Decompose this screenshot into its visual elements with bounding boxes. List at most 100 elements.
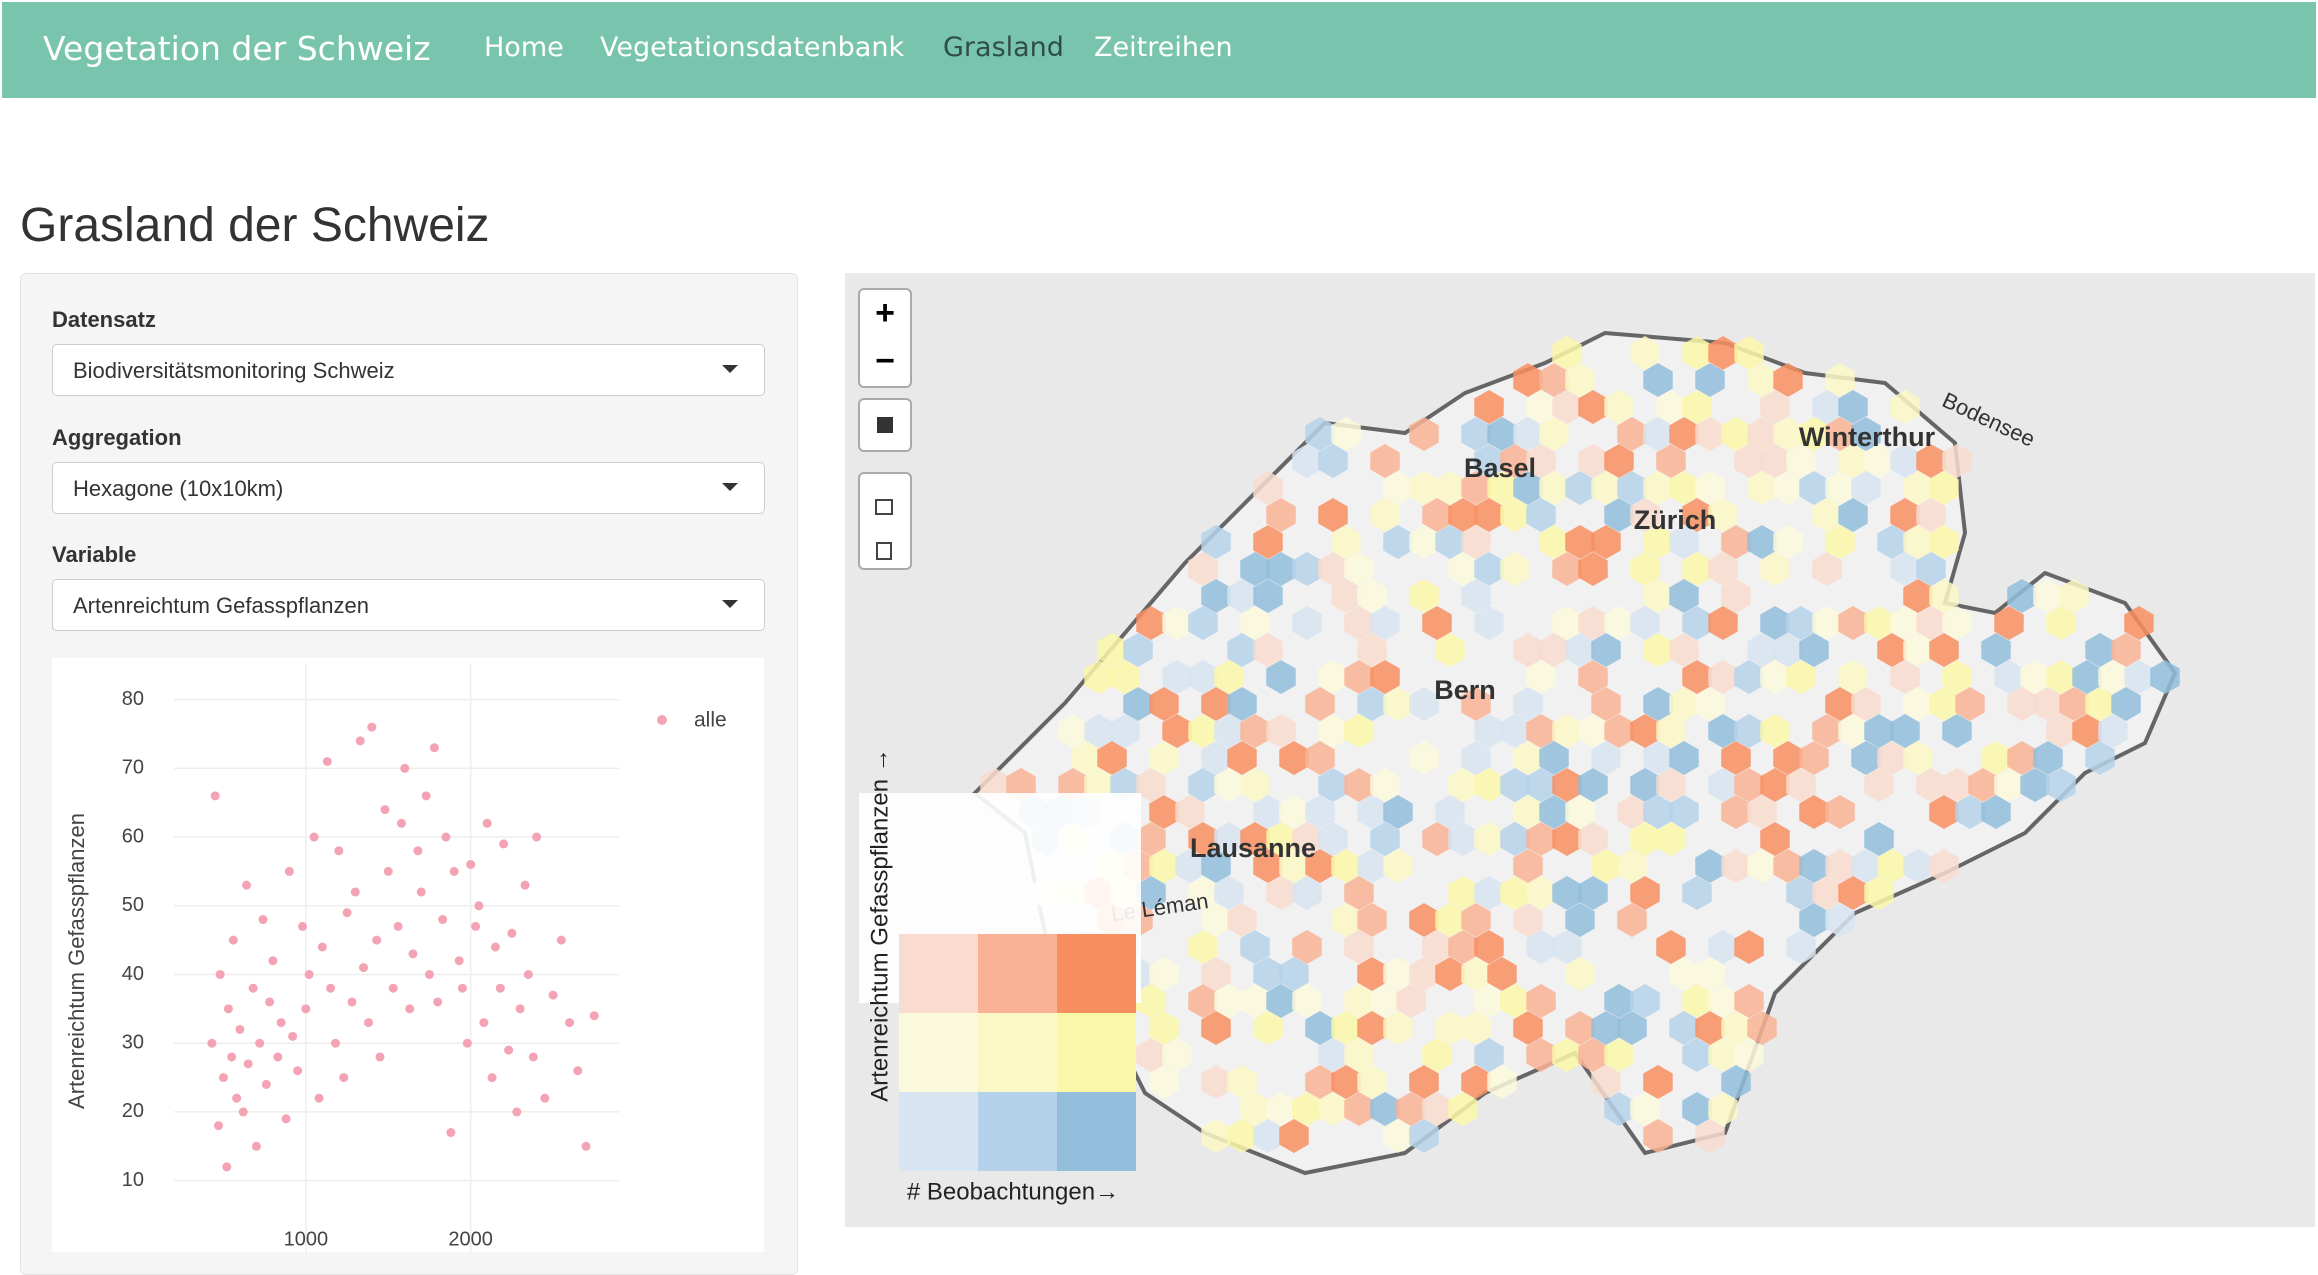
hexagon [1682,498,1712,532]
hexagon [1201,579,1231,613]
hexagon [1851,687,1881,721]
hexagon [1370,1092,1400,1126]
nav-link[interactable]: Grasland [943,32,1064,63]
point [301,1004,311,1014]
hexagon [1747,795,1777,829]
hexagon [1864,714,1894,748]
hexagon [1435,795,1465,829]
hexagon [1682,984,1712,1018]
hexagon [1955,795,1985,829]
hexagon [1747,633,1777,667]
point [540,1093,550,1103]
hexagon [1695,471,1725,505]
hexagon [1838,876,1868,910]
hexagon [1981,795,2011,829]
hexagon [1409,957,1439,991]
select[interactable]: Artenreichtum Gefasspflanzen [52,579,765,631]
hexagon [1968,768,1998,802]
hexagon [1227,687,1257,721]
hexagon [1422,1038,1452,1072]
brand[interactable]: Vegetation der Schweiz [43,29,431,68]
hexagon [1916,444,1946,478]
hexagon [1526,390,1556,424]
hexagon [1812,390,1842,424]
hexagon [1253,579,1283,613]
nav-link[interactable]: Home [484,32,564,63]
hexagon [1643,795,1673,829]
hexagon [1500,552,1530,586]
point [293,1066,303,1076]
hexagon [1344,660,1374,694]
hexagon [1149,741,1179,775]
hexagon [1162,660,1192,694]
point [243,1059,253,1069]
hexagon [1838,498,1868,532]
place-label: Winterthur [1799,422,1936,452]
hexagon [1331,1011,1361,1045]
hexagon [1201,525,1231,559]
hexagon [1266,714,1296,748]
legend-cell [1057,1013,1136,1092]
hexagon [1565,903,1595,937]
hexagon [1591,687,1621,721]
hexagon [1461,1011,1491,1045]
hexagon [1786,606,1816,640]
hexagon [1565,1011,1595,1045]
hexagon [1370,606,1400,640]
hexagon [1409,741,1439,775]
hexagon [1734,660,1764,694]
hexagon [1578,714,1608,748]
hexagon [1708,1038,1738,1072]
hexagon [1474,390,1504,424]
point [248,983,258,993]
legend-cell [1057,1092,1136,1171]
hexagon [1071,741,1101,775]
zoom-out[interactable]: − [875,342,895,380]
hexagon [1552,930,1582,964]
nav-link[interactable]: Vegetationsdatenbank [600,32,905,63]
hexagon [1565,363,1595,397]
hexagon [1656,930,1686,964]
select[interactable]: Hexagone (10x10km) [52,462,765,514]
hexagon [1474,606,1504,640]
hexagon [1344,606,1374,640]
hexagon [1227,579,1257,613]
hexagon [1383,687,1413,721]
hexagon [2033,579,2063,613]
hexagon [1240,822,1270,856]
point [446,1128,456,1138]
hexagon [2059,579,2089,613]
hexagon [2111,633,2141,667]
hexagon [1786,660,1816,694]
hexagon [1604,444,1634,478]
point [363,1018,373,1028]
page-title: Grasland der Schweiz [20,199,490,252]
point [495,983,505,993]
nav-link[interactable]: Zeitreihen [1094,32,1233,63]
hexagon [1643,417,1673,451]
zoom-in[interactable]: + [875,294,895,332]
hexagon [1747,1011,1777,1045]
hexagon [1435,525,1465,559]
hexagon [1994,660,2024,694]
hexagon [1708,552,1738,586]
edit-buttons[interactable] [858,472,912,570]
hexagon [1604,984,1634,1018]
hexagon [1721,741,1751,775]
hexagon [1292,444,1322,478]
control-label: Datensatz [52,307,156,332]
hexagon [1721,1011,1751,1045]
hexagon [1786,930,1816,964]
hexagon [1734,930,1764,964]
select[interactable]: Biodiversitätsmonitoring Schweiz [52,344,765,396]
hexagon [1331,525,1361,559]
point [326,983,336,993]
hexagon [1097,741,1127,775]
point [482,818,492,828]
hexagon [1201,1065,1231,1099]
hexagon [1734,1038,1764,1072]
hexagon [1760,606,1790,640]
hexagon [1084,714,1114,748]
hexagon [1552,390,1582,424]
hexagon [1643,579,1673,613]
